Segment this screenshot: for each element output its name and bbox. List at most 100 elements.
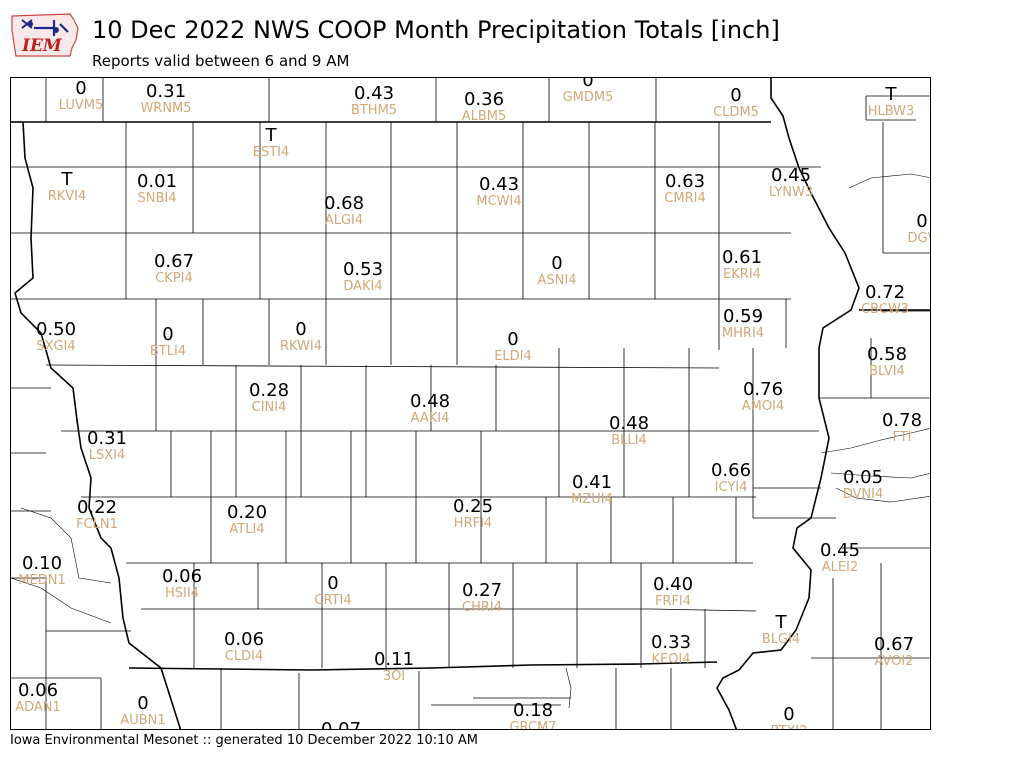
station-id: ASNI4 xyxy=(537,273,577,288)
station-value: 0 xyxy=(137,693,149,714)
state-borders xyxy=(11,78,930,729)
station-id: DVNI4 xyxy=(842,487,884,502)
station-value: 0 xyxy=(582,77,594,91)
station-value: 0.11 xyxy=(373,649,415,670)
station-value: 0 xyxy=(783,704,795,725)
station-id: DGV xyxy=(907,231,930,246)
station-id: ATLI4 xyxy=(229,522,265,537)
station-marker: 0 CRTI4 xyxy=(314,573,352,608)
station-id: AVOI2 xyxy=(874,654,914,669)
station-marker: 0.01 SNBI4 xyxy=(137,173,177,206)
station-marker: 0.78 FTI xyxy=(882,412,922,445)
station-value: 0 xyxy=(730,85,742,106)
station-marker: T RKVI4 xyxy=(48,171,87,204)
station-marker: 0.76 AMOI4 xyxy=(742,379,784,414)
station-value: 0.06 xyxy=(161,566,203,587)
station-value: 0 xyxy=(162,324,174,345)
station-id: GRCM7 xyxy=(509,720,557,730)
station-marker: 0.43 BTHM5 xyxy=(350,85,398,118)
station-marker: 0.40 FRFI4 xyxy=(653,576,693,609)
station-value: 0 xyxy=(327,573,339,594)
station-value: 0.33 xyxy=(650,632,692,653)
station-marker: 0 GMDM5 xyxy=(562,77,614,105)
station-marker: 0.31 WRNM5 xyxy=(140,81,191,116)
station-marker: 0.05 DVNI4 xyxy=(842,469,884,502)
station-id: BTLI4 xyxy=(149,344,187,359)
station-marker: 0 ASNI4 xyxy=(537,253,577,288)
station-value: 0.27 xyxy=(461,580,503,601)
station-value: 0.61 xyxy=(721,247,763,268)
station-value: 0.20 xyxy=(226,502,268,523)
station-marker: 0.06 CLDI4 xyxy=(223,629,265,664)
station-marker: 0.58 BLVI4 xyxy=(867,346,907,379)
station-marker: 0.50 SXGI4 xyxy=(36,321,76,354)
station-marker: 0.66 ICYI4 xyxy=(711,462,751,495)
station-id: BTHM5 xyxy=(350,103,398,118)
station-id: AAKI4 xyxy=(410,411,450,426)
station-id: GMDM5 xyxy=(562,90,614,105)
station-value: T xyxy=(775,612,787,633)
station-marker: 0.67 AVOI2 xyxy=(873,634,915,669)
station-id: RKWI4 xyxy=(279,339,323,354)
station-marker: 0 CLDM5 xyxy=(713,85,759,120)
station-value: 0.76 xyxy=(742,379,784,400)
map-title: 10 Dec 2022 NWS COOP Month Precipitation… xyxy=(92,16,780,44)
station-value: 0.06 xyxy=(223,629,265,650)
station-id: LSXI4 xyxy=(88,448,126,463)
station-marker: 0.59 MHRI4 xyxy=(721,308,765,341)
station-value: 0.72 xyxy=(864,282,906,303)
station-id: HSII4 xyxy=(165,586,199,601)
logo-text: IEM xyxy=(22,36,62,56)
station-value: 0 xyxy=(295,319,307,340)
station-value: 0.68 xyxy=(323,193,365,214)
station-marker: T HLBW3 xyxy=(868,84,915,119)
station-id: CHRI4 xyxy=(461,600,502,615)
station-id: CINI4 xyxy=(251,400,287,415)
station-marker: 0.48 AAKI4 xyxy=(409,391,451,426)
station-marker: 0.28 CINI4 xyxy=(249,382,289,415)
county-lines xyxy=(11,78,930,729)
station-value: 0.48 xyxy=(409,391,451,412)
station-marker: 0 RKWI4 xyxy=(279,319,323,354)
station-id: CBCW3 xyxy=(861,302,909,317)
station-id: RTXI2 xyxy=(770,725,807,729)
station-id: LYNW3 xyxy=(768,185,814,200)
station-value: 0 xyxy=(916,211,928,232)
station-marker: 0.22 FCLN1 xyxy=(76,499,118,532)
station-id: MZUI4 xyxy=(571,492,613,507)
station-id: FCLN1 xyxy=(76,517,118,532)
station-value: 0 xyxy=(551,253,563,274)
station-id: HRFI4 xyxy=(453,516,493,531)
station-value: 0.45 xyxy=(770,165,812,186)
station-value: 0.31 xyxy=(145,81,187,102)
station-id: CKPI4 xyxy=(155,271,193,286)
station-marker: 0.06 HSII4 xyxy=(161,566,203,601)
station-marker: 0.27 CHRI4 xyxy=(461,580,503,615)
station-marker: 0.45 ALEI2 xyxy=(820,542,860,575)
station-id: FRFI4 xyxy=(654,594,692,609)
station-value: 0.07 xyxy=(320,719,362,730)
station-marker: 0.33 KEOI4 xyxy=(650,632,692,667)
station-id: EKRI4 xyxy=(723,267,761,282)
footer-text: Iowa Environmental Mesonet :: generated … xyxy=(10,733,478,748)
station-id: BLGI4 xyxy=(761,632,801,647)
station-id: CRTI4 xyxy=(314,593,352,608)
station-value: 0.31 xyxy=(86,428,128,449)
station-id: 3OI xyxy=(382,669,406,684)
station-id: KEOI4 xyxy=(651,652,691,667)
station-marker: 0.06 ADAN1 xyxy=(15,680,61,715)
station-value: 0.67 xyxy=(153,251,195,272)
station-id: MHRI4 xyxy=(721,326,765,341)
iem-logo: IEM xyxy=(10,6,84,60)
station-value: 0.48 xyxy=(608,413,650,434)
station-id: ELDI4 xyxy=(494,349,532,364)
precipitation-map: 0 LUVM5 0.31 WRNM5 0.43 BTHM5 0.36 ALBM5 0 GMDM5 0… xyxy=(10,77,931,730)
river-details xyxy=(11,173,930,709)
station-value: 0.67 xyxy=(873,634,915,655)
station-marker: 0.63 CMRI4 xyxy=(664,173,705,206)
station-value: T xyxy=(885,84,897,105)
station-value: 0.06 xyxy=(17,680,59,701)
station-marker: 0.72 CBCW3 xyxy=(861,282,909,317)
station-marker: 0.10 MEDN1 xyxy=(18,555,65,588)
map-subtitle: Reports valid between 6 and 9 AM xyxy=(92,52,350,70)
